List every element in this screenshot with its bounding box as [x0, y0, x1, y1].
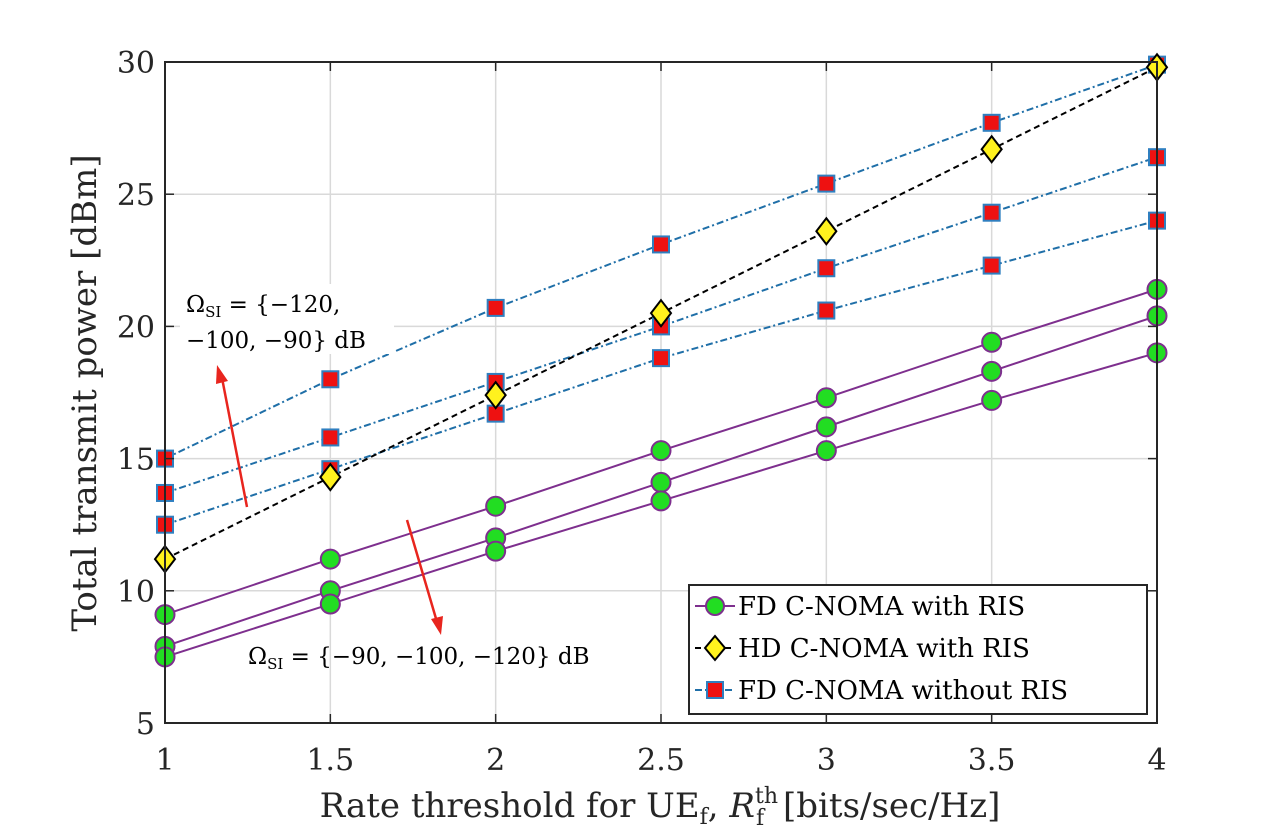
data-point-diamond — [319, 462, 342, 492]
x-axis-label-unit: [bits/sec/Hz] — [772, 786, 1000, 826]
x-axis-label-sub: f — [700, 805, 710, 830]
data-point-circle — [815, 440, 837, 462]
annotation-lower-omega: Ω — [248, 644, 267, 670]
x-tick-label: 1.5 — [306, 743, 354, 778]
y-tick-label: 20 — [117, 310, 155, 345]
data-point-square — [321, 428, 340, 447]
data-point-circle — [815, 416, 837, 438]
arrow-up-shaft — [220, 377, 249, 508]
data-point-square — [652, 235, 670, 254]
annotation-upper-rest: = {−120, — [221, 292, 340, 318]
x-tick-label: 1 — [155, 743, 174, 778]
annotation-upper: ΩSI = {−120, −100, −90} dB — [180, 284, 394, 354]
data-point-circle — [650, 471, 672, 493]
legend-entry-hd-ris: HD C-NOMA with RIS — [695, 634, 1030, 664]
annotation-upper-line2: −100, −90} dB — [186, 328, 366, 354]
annotation-lower: ΩSI = {−90, −100, −120} dB — [248, 644, 590, 673]
x-axis-label-var-sub: f — [756, 806, 766, 831]
y-tick-label: 10 — [117, 575, 155, 610]
legend-marker-diamond — [703, 634, 727, 662]
annotation-lower-line1: ΩSI = {−90, −100, −120} dB — [248, 644, 590, 673]
x-tick-label: 2.5 — [637, 743, 685, 778]
data-point-diamond — [649, 298, 673, 328]
data-point-circle — [981, 389, 1003, 411]
y-axis-label: Total transmit power [dBm] — [65, 154, 105, 631]
data-point-square — [817, 174, 836, 193]
legend-box — [688, 584, 1148, 715]
legend-label-fd-ris: FD C-NOMA with RIS — [738, 592, 1025, 622]
y-tick-label: 25 — [117, 178, 155, 213]
data-point-square — [982, 113, 1001, 132]
data-point-circle — [485, 495, 507, 517]
arrow-down-head — [431, 616, 443, 635]
legend-label-fd-no-ris: FD C-NOMA without RIS — [738, 676, 1068, 706]
x-axis-label-var-sup: th — [755, 784, 778, 809]
y-axis: 5 10 15 20 25 30 — [117, 46, 1157, 742]
arrow-down-shaft — [405, 519, 439, 623]
annotation-upper-sub: SI — [205, 303, 221, 321]
legend-entry-fd-no-ris: FD C-NOMA without RIS — [695, 676, 1068, 706]
data-point-diamond — [484, 380, 507, 410]
x-tick-label: 3 — [817, 743, 836, 778]
data-point-square — [982, 256, 1001, 275]
data-point-circle — [650, 440, 672, 462]
data-point-circle — [981, 360, 1003, 382]
data-point-square — [486, 298, 505, 317]
data-point-square — [982, 203, 1001, 222]
x-axis-label-text: Rate threshold for UE — [320, 786, 700, 826]
data-point-diamond — [980, 134, 1003, 164]
data-point-square — [817, 259, 836, 278]
x-axis: 1 1.5 2 2.5 3 3.5 4 — [155, 62, 1167, 778]
annotation-lower-rest: = {−90, −100, −120} dB — [283, 644, 589, 670]
x-axis-label-mid: , — [708, 786, 730, 826]
legend: FD C-NOMA with RIS HD C-NOMA with RIS FD… — [688, 584, 1148, 715]
data-point-square — [321, 370, 340, 389]
data-point-circle — [319, 548, 341, 570]
y-tick-label: 5 — [136, 707, 155, 742]
legend-marker-square — [706, 681, 724, 699]
arrow-up-head — [216, 365, 228, 384]
data-point-circle — [981, 331, 1003, 353]
legend-marker-circle — [705, 596, 725, 616]
annotation-upper-bg — [180, 284, 394, 354]
x-tick-label: 3.5 — [968, 743, 1016, 778]
data-point-circle — [319, 593, 341, 615]
data-point-circle — [650, 490, 672, 512]
annotation-lower-sub: SI — [267, 655, 283, 673]
legend-label-hd-ris: HD C-NOMA with RIS — [738, 634, 1030, 664]
annotation-upper-omega: Ω — [186, 292, 205, 318]
x-axis-label-var: R — [728, 786, 755, 826]
data-point-square — [652, 349, 670, 368]
x-tick-label: 4 — [1147, 743, 1166, 778]
annotation-upper-line1: ΩSI = {−120, — [186, 292, 340, 321]
x-tick-label: 2 — [486, 743, 505, 778]
data-point-circle — [485, 540, 507, 562]
data-point-circle — [815, 387, 837, 409]
data-point-square — [817, 301, 836, 320]
y-tick-label: 30 — [117, 46, 155, 81]
legend-entry-fd-ris: FD C-NOMA with RIS — [695, 592, 1025, 622]
x-axis-label: Rate threshold for UEf, Rth f [bits/sec/H… — [320, 784, 1001, 831]
y-tick-label: 15 — [117, 443, 155, 478]
data-point-diamond — [815, 216, 838, 246]
